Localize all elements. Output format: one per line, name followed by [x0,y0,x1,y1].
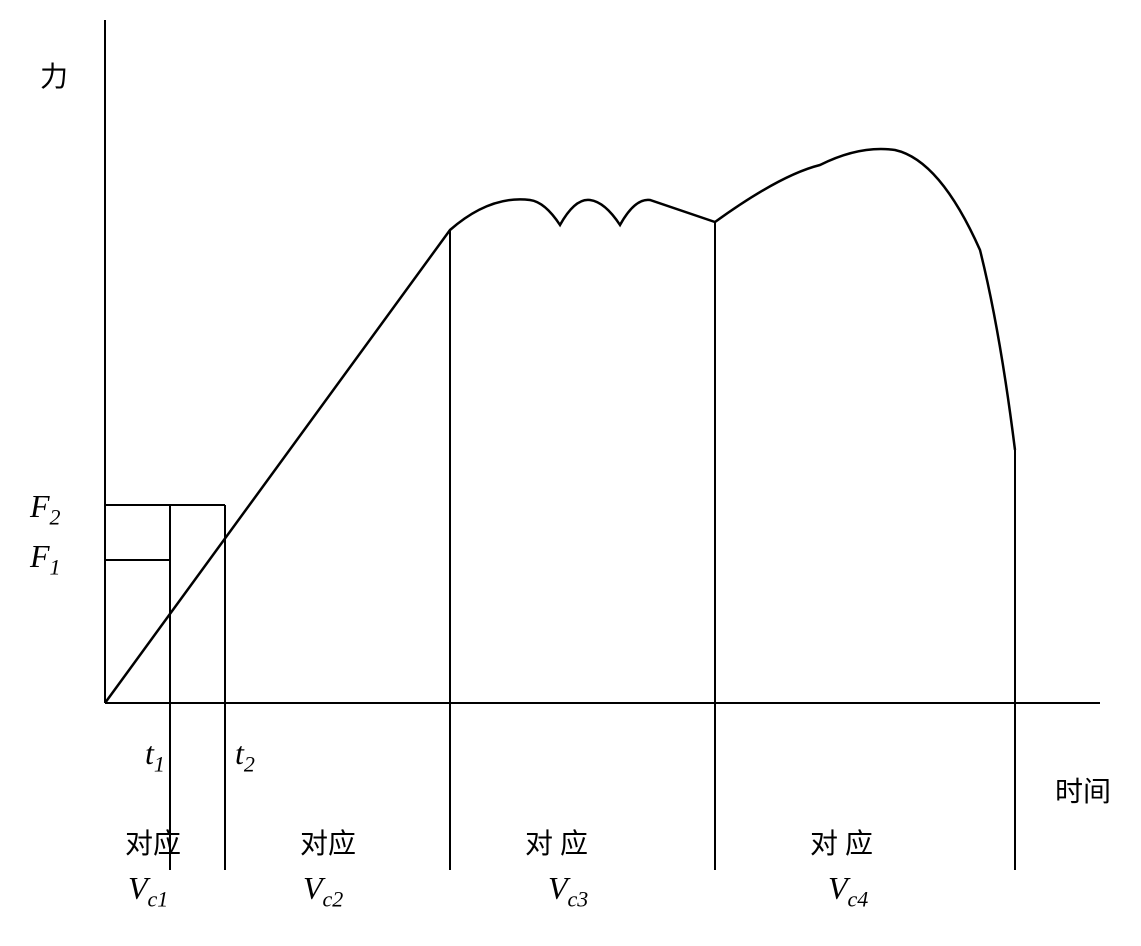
region-3-label: 对 应 [525,822,588,862]
y-axis-label: 力 [40,55,68,95]
vc4-label: Vc4 [828,870,868,912]
region-4-label: 对 应 [810,822,873,862]
vc2-label: Vc2 [303,870,343,912]
vc1-label: Vc1 [128,870,168,912]
f1-label: F1 [30,538,61,580]
vc3-label: Vc3 [548,870,588,912]
region-1-label: 对应 [125,822,181,862]
chart-svg [0,0,1141,946]
force-time-chart: 力 时间 F2 F1 t1 t2 对应 对应 对 应 对 应 Vc1 Vc2 V… [0,0,1141,946]
t2-label: t2 [235,735,255,777]
x-axis-label: 时间 [1055,770,1111,810]
t1-label: t1 [145,735,165,777]
f2-label: F2 [30,488,61,530]
region-2-label: 对应 [300,822,356,862]
force-curve [105,149,1015,703]
